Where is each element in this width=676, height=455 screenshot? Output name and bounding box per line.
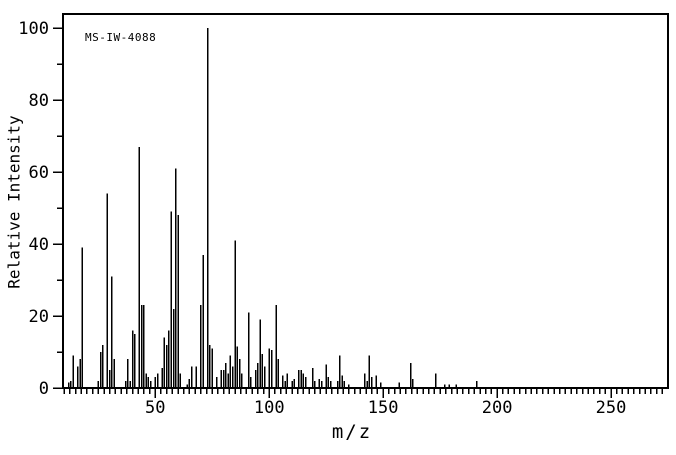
- plot-frame: [62, 13, 669, 389]
- x-axis-title: m/z: [331, 421, 373, 443]
- y-tick-label: 100: [18, 19, 49, 39]
- y-tick-label: 0: [39, 379, 49, 399]
- y-tick-label: 60: [29, 163, 49, 183]
- x-tick-label: 100: [254, 398, 285, 418]
- x-tick-label: 150: [368, 398, 399, 418]
- spectrum-id-label: MS-IW-4088: [85, 31, 157, 44]
- y-tick-label: 20: [29, 307, 49, 327]
- x-tick-label: 50: [145, 398, 165, 418]
- y-axis-title: Relative Intensity: [4, 115, 24, 289]
- x-tick-label: 200: [482, 398, 513, 418]
- y-tick-label: 80: [29, 91, 49, 111]
- x-tick-label: 250: [596, 398, 627, 418]
- y-tick-label: 40: [29, 235, 49, 255]
